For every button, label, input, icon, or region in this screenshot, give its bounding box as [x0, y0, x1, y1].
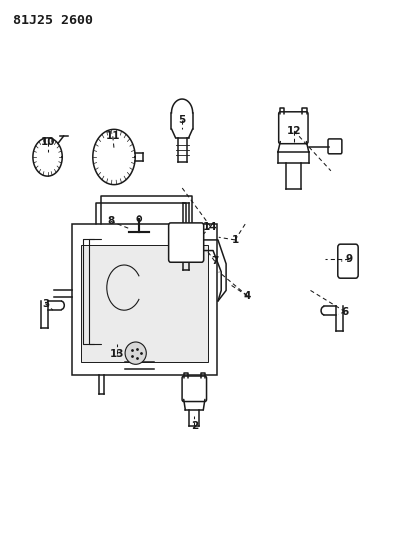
- FancyBboxPatch shape: [279, 112, 308, 144]
- Text: 14: 14: [203, 222, 218, 232]
- Text: 6: 6: [342, 306, 349, 317]
- Text: 13: 13: [110, 349, 124, 359]
- Text: 10: 10: [40, 136, 55, 147]
- Text: 2: 2: [191, 421, 198, 431]
- Text: 9: 9: [346, 254, 353, 263]
- FancyBboxPatch shape: [182, 376, 207, 401]
- Ellipse shape: [125, 342, 146, 365]
- Bar: [81, 245, 208, 362]
- Bar: [72, 224, 217, 375]
- FancyBboxPatch shape: [328, 139, 342, 154]
- Text: 1: 1: [231, 235, 239, 245]
- FancyBboxPatch shape: [338, 244, 358, 278]
- Text: 5: 5: [178, 115, 186, 125]
- FancyBboxPatch shape: [169, 223, 204, 262]
- Text: 8: 8: [107, 216, 115, 227]
- Text: 4: 4: [244, 290, 251, 301]
- Text: 7: 7: [211, 256, 218, 266]
- Text: 3: 3: [42, 298, 49, 309]
- Text: 11: 11: [106, 131, 120, 141]
- Text: 81J25 2600: 81J25 2600: [13, 14, 93, 27]
- Text: 12: 12: [287, 126, 301, 136]
